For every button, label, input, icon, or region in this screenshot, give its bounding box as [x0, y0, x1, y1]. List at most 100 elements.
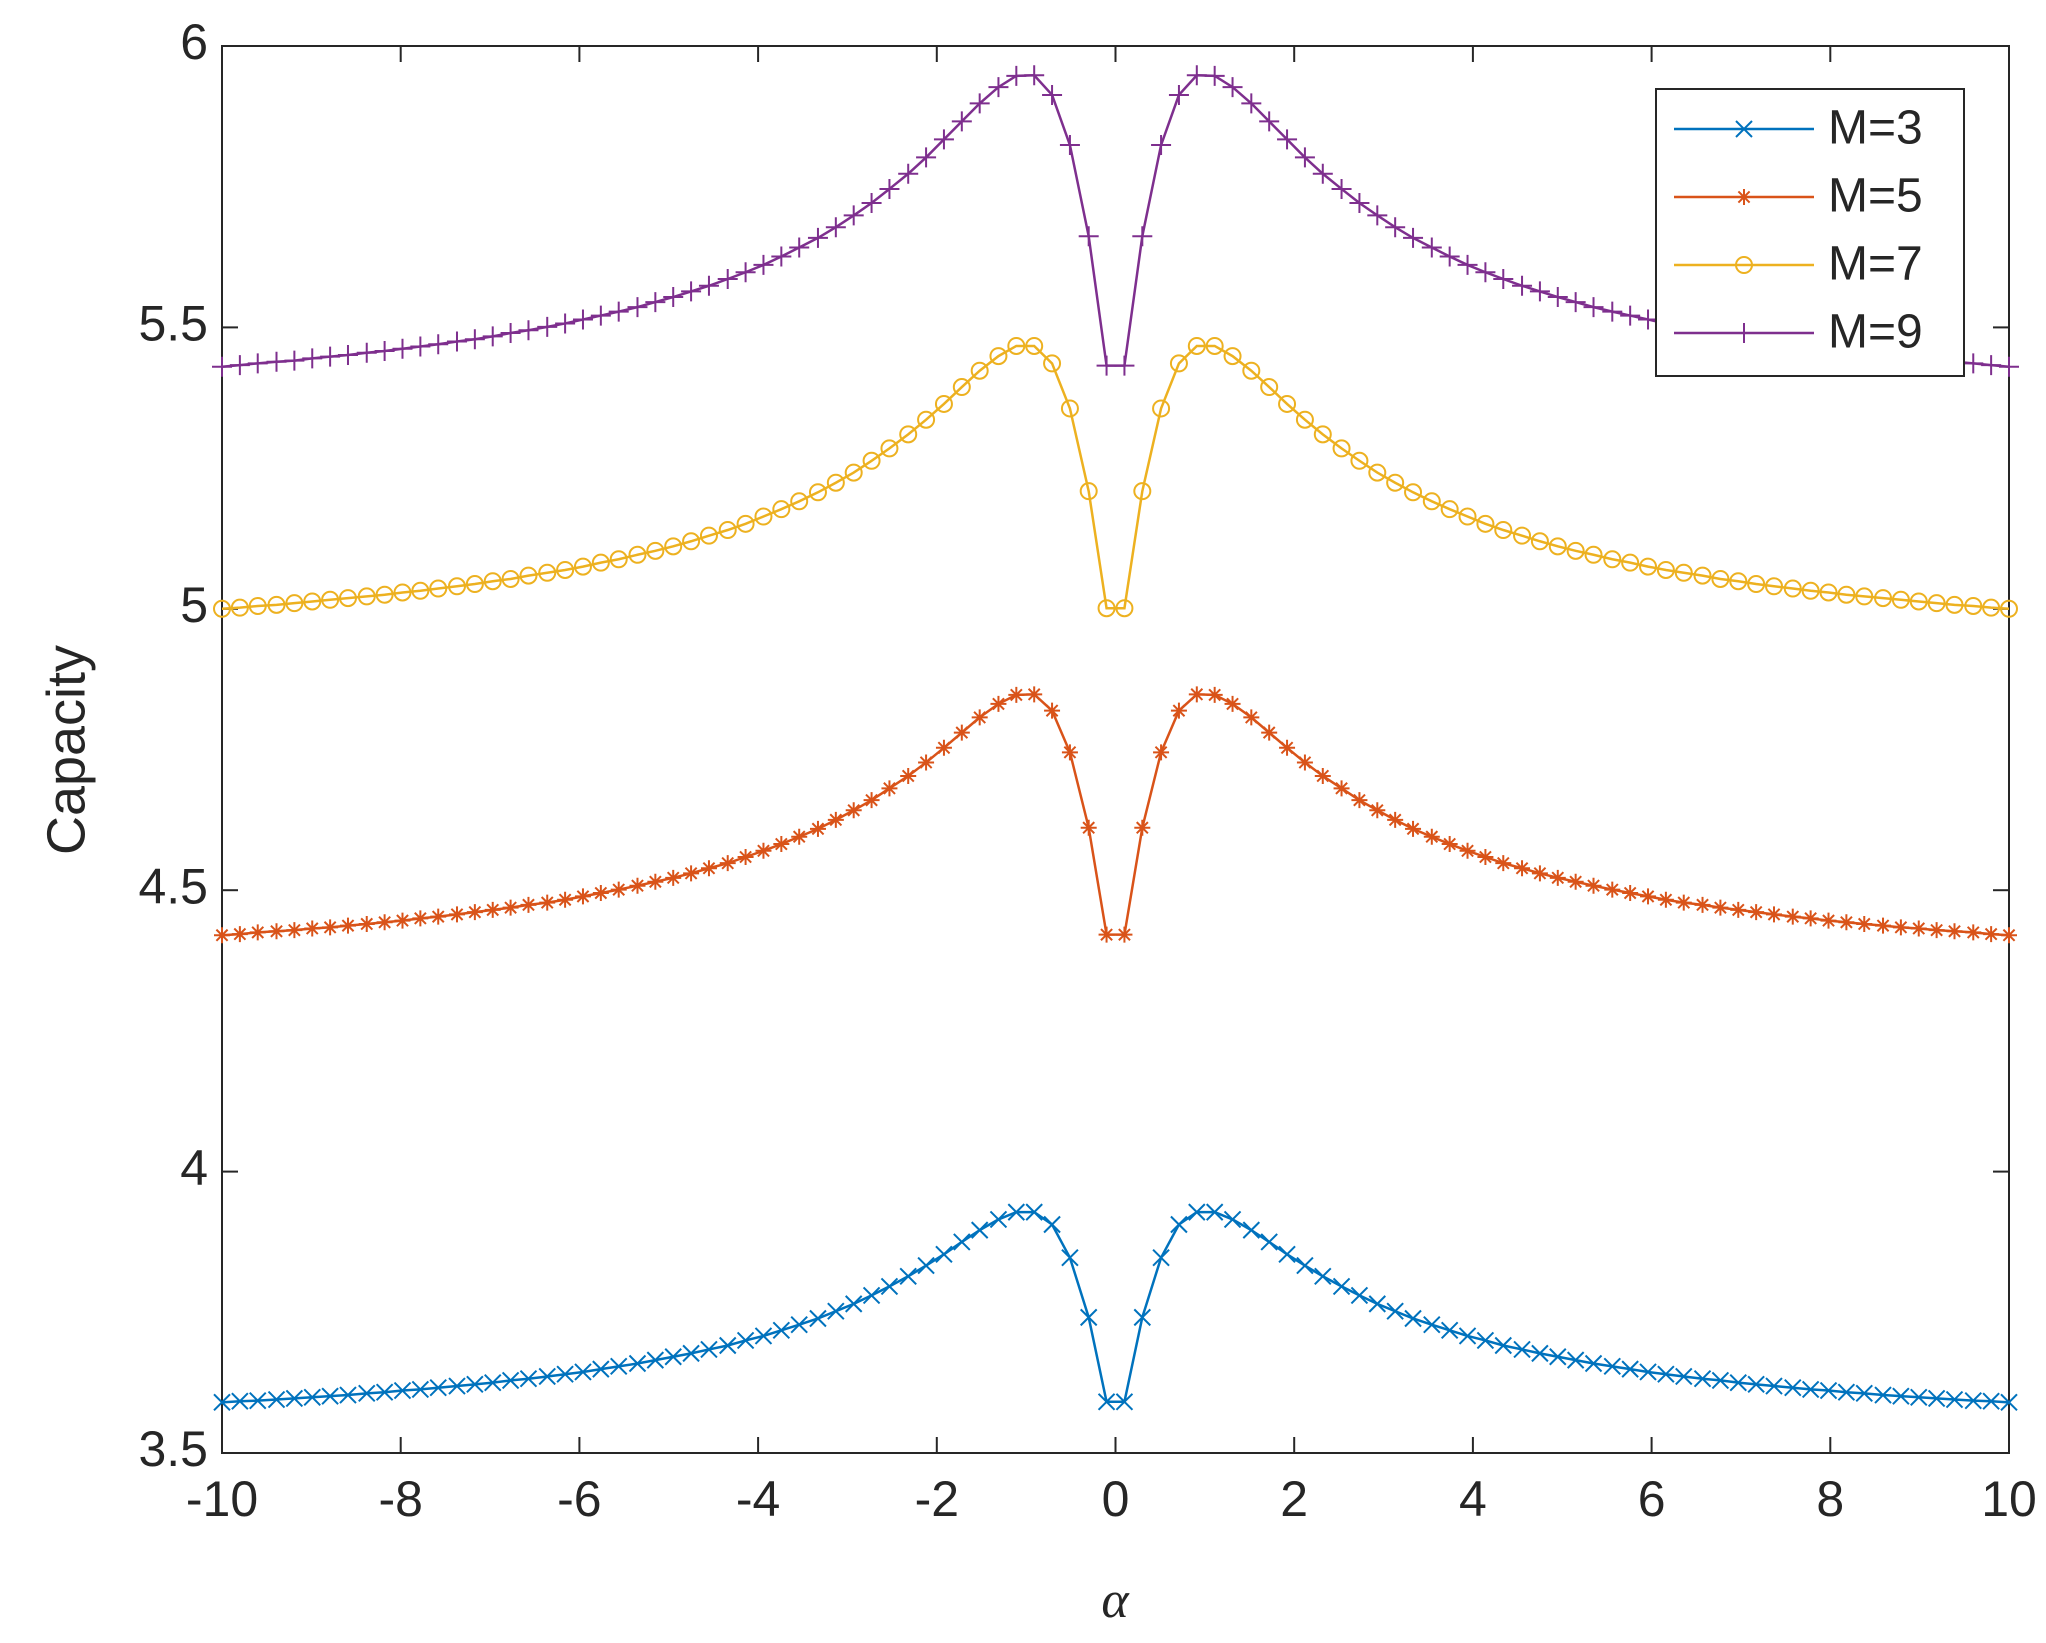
marker	[1278, 1245, 1296, 1264]
marker	[267, 595, 286, 614]
x-tick-label: 10	[1981, 1471, 2037, 1527]
legend-label: M=5	[1828, 170, 1923, 223]
y-tick-label: 6	[180, 14, 208, 70]
marker	[464, 329, 485, 350]
marker	[555, 313, 576, 334]
marker	[1855, 587, 1874, 606]
legend-marker	[1734, 323, 1754, 343]
legend-marker	[1736, 189, 1752, 205]
marker	[1115, 599, 1134, 618]
marker	[1169, 354, 1188, 373]
marker	[1153, 744, 1170, 761]
marker	[1674, 563, 1693, 582]
legend-marker	[1735, 256, 1754, 274]
marker	[1188, 1203, 1206, 1221]
x-tick-label: 8	[1816, 1471, 1844, 1527]
marker	[1312, 163, 1333, 184]
marker	[681, 281, 702, 302]
marker	[1475, 262, 1496, 283]
marker	[609, 550, 628, 569]
marker	[1043, 1215, 1061, 1234]
marker	[1458, 1327, 1477, 1345]
marker	[1856, 915, 1873, 932]
marker	[1223, 1210, 1242, 1229]
marker	[1622, 885, 1639, 902]
marker	[735, 262, 756, 283]
marker	[1186, 65, 1207, 86]
marker	[574, 1363, 592, 1381]
marker	[321, 590, 340, 609]
marker	[1114, 355, 1135, 376]
marker	[1819, 1381, 1838, 1400]
marker	[466, 1375, 484, 1394]
marker	[917, 410, 936, 429]
marker	[285, 594, 304, 613]
marker	[574, 888, 591, 905]
marker	[1132, 226, 1153, 247]
marker	[700, 860, 717, 877]
marker	[1801, 581, 1820, 600]
marker	[1981, 355, 2002, 376]
marker	[411, 1380, 430, 1399]
marker	[1837, 1383, 1856, 1401]
marker	[773, 836, 790, 853]
marker	[285, 1389, 304, 1408]
marker	[1351, 792, 1368, 809]
x-axis-label: α	[1101, 1572, 1130, 1629]
marker	[1205, 337, 1224, 355]
marker	[1188, 686, 1205, 703]
marker	[1078, 226, 1099, 247]
marker	[1385, 217, 1406, 238]
marker	[627, 297, 648, 318]
y-tick-label: 3.5	[138, 1421, 208, 1477]
marker	[1296, 1256, 1314, 1275]
marker	[664, 1348, 682, 1366]
marker	[591, 553, 610, 572]
marker	[1205, 1203, 1224, 1221]
marker	[1783, 579, 1802, 598]
marker	[862, 1286, 881, 1305]
marker	[1026, 686, 1043, 703]
x-tick-label: -8	[378, 1471, 422, 1527]
marker	[1204, 65, 1225, 86]
marker	[1187, 337, 1206, 355]
y-axis-label: Capacity	[36, 645, 96, 855]
marker	[1277, 129, 1298, 150]
marker	[230, 598, 249, 617]
y-tick-label: 4	[180, 1140, 208, 1196]
marker	[827, 811, 844, 828]
marker	[608, 301, 629, 322]
marker	[1476, 514, 1495, 533]
marker	[1296, 754, 1313, 771]
marker	[557, 891, 574, 908]
marker	[1043, 354, 1062, 373]
marker	[1945, 1390, 1964, 1409]
marker	[737, 848, 754, 865]
marker	[1152, 1249, 1170, 1267]
marker	[1349, 193, 1370, 214]
marker	[1222, 77, 1243, 98]
y-tick-label: 4.5	[138, 858, 208, 914]
marker	[519, 566, 538, 585]
marker	[1243, 709, 1260, 726]
marker	[214, 927, 230, 944]
marker	[1693, 566, 1712, 585]
marker	[339, 1386, 357, 1404]
marker	[538, 563, 557, 582]
x-tick-label: 4	[1459, 1471, 1487, 1527]
x-tick-label: -10	[186, 1471, 258, 1527]
marker	[1223, 347, 1242, 366]
marker	[556, 561, 575, 579]
marker	[1332, 1277, 1351, 1296]
marker	[718, 521, 737, 539]
marker	[412, 910, 429, 927]
marker	[807, 227, 828, 248]
marker	[790, 1315, 808, 1334]
marker	[266, 351, 287, 372]
marker	[520, 896, 537, 913]
marker	[1565, 292, 1586, 313]
marker	[1080, 819, 1097, 836]
marker	[1151, 135, 1172, 156]
y-tick-label: 5	[180, 577, 208, 633]
marker	[1133, 1308, 1152, 1327]
